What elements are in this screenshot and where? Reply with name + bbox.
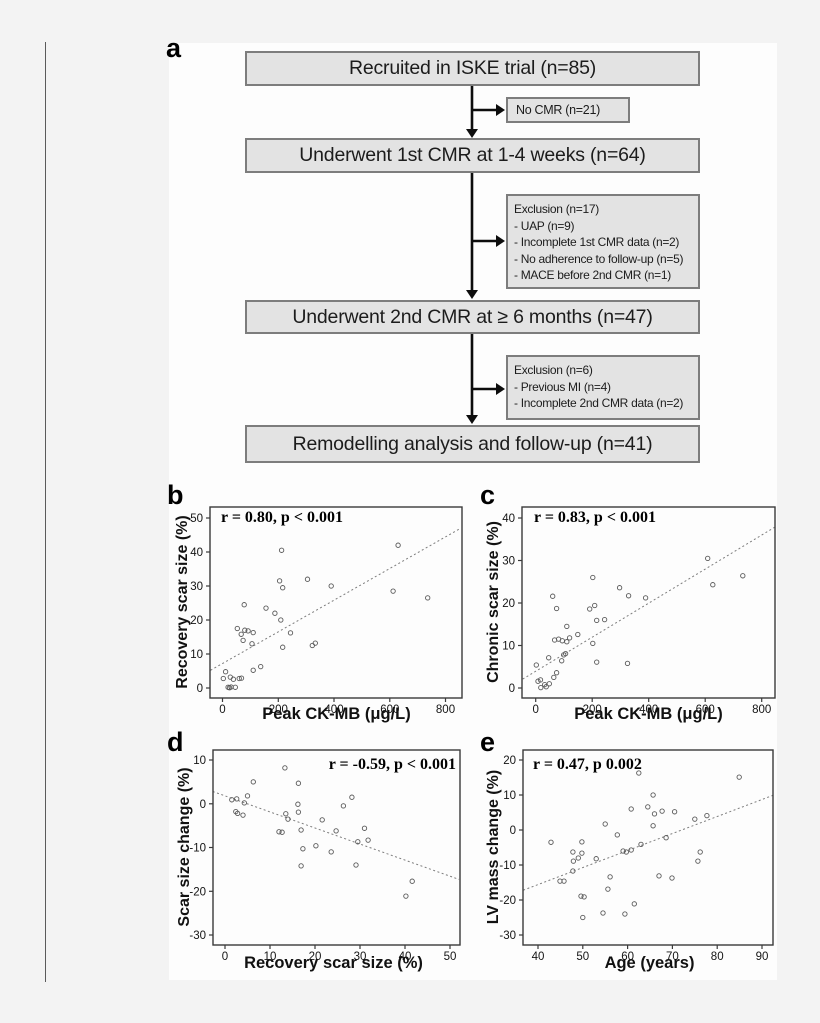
x-axis-label-b: Peak CK-MB (μg/L): [262, 705, 411, 723]
exclusion-line: - No adherence to follow-up (n=5): [514, 251, 684, 266]
stats-annotation-b: r = 0.80, p < 0.001: [221, 509, 343, 526]
flow-box-remodelling: Remodelling analysis and follow-up (n=41…: [245, 425, 700, 463]
flow-box-exclusion-1: Exclusion (n=17) - UAP (n=9) - Incomplet…: [506, 194, 700, 289]
x-axis-label-e: Age (years): [604, 954, 695, 972]
exclusion-line: - Incomplete 2nd CMR data (n=2): [514, 396, 684, 410]
exclusion-line: - Previous MI (n=4): [514, 379, 611, 394]
left-margin-rule: [45, 42, 46, 982]
exclusion-line: - Incomplete 1st CMR data (n=2): [514, 235, 680, 249]
exclusion-line: - MACE before 2nd CMR (n=1): [514, 268, 671, 282]
y-axis-label-b: Recovery scar size (%): [174, 515, 191, 689]
flow-box-no-cmr-text: No CMR (n=21): [516, 103, 600, 117]
flow-box-exclusion-2: Exclusion (n=6) - Previous MI (n=4) - In…: [506, 355, 700, 420]
exclusion-line: Exclusion (n=6): [514, 363, 593, 377]
panel-label-d: d: [167, 727, 184, 757]
y-axis-label-c: Chronic scar size (%): [485, 521, 502, 683]
panel-label-c: c: [480, 480, 496, 510]
flow-box-no-cmr: No CMR (n=21): [506, 97, 630, 123]
exclusion-line: Exclusion (n=17): [514, 202, 599, 216]
x-axis-label-d: Recovery scar size (%): [244, 954, 423, 972]
panel-label-b: b: [167, 480, 184, 510]
stats-annotation-d: r = -0.59, p < 0.001: [328, 756, 456, 773]
x-axis-label-c: Peak CK-MB (μg/L): [574, 705, 723, 723]
flow-box-first-cmr: Underwent 1st CMR at 1-4 weeks (n=64): [245, 138, 700, 173]
flow-box-second-cmr: Underwent 2nd CMR at ≥ 6 months (n=47): [245, 300, 700, 334]
y-axis-label-d: Scar size change (%): [176, 767, 193, 927]
panel-label-e: e: [480, 727, 496, 757]
exclusion-line: - UAP (n=9): [514, 218, 575, 233]
stats-annotation-e: r = 0.47, p 0.002: [533, 756, 642, 773]
stats-annotation-c: r = 0.83, p < 0.001: [534, 509, 656, 526]
panel-label-a: a: [166, 33, 182, 63]
flow-box-recruited: Recruited in ISKE trial (n=85): [245, 51, 700, 86]
y-axis-label-e: LV mass change (%): [485, 769, 502, 925]
